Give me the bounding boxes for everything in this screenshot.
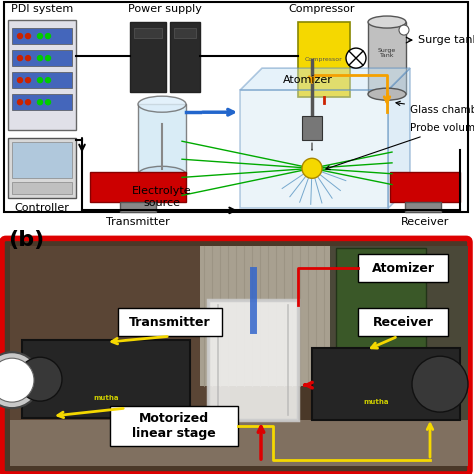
Text: mutha: mutha bbox=[93, 395, 119, 401]
Circle shape bbox=[18, 55, 22, 61]
Text: Controller: Controller bbox=[15, 203, 69, 213]
Bar bbox=[130, 22, 166, 92]
Bar bbox=[138, 104, 186, 174]
Bar bbox=[358, 255, 448, 283]
Circle shape bbox=[412, 356, 468, 412]
Text: Transmitter: Transmitter bbox=[129, 316, 211, 329]
Circle shape bbox=[26, 100, 30, 105]
Text: mutha: mutha bbox=[363, 399, 389, 405]
Text: (b): (b) bbox=[8, 230, 44, 250]
Text: Surge tank: Surge tank bbox=[418, 35, 474, 45]
Circle shape bbox=[46, 100, 51, 105]
Text: Receiver: Receiver bbox=[373, 316, 433, 329]
Text: Compressor: Compressor bbox=[305, 57, 343, 62]
Circle shape bbox=[302, 158, 322, 178]
Ellipse shape bbox=[368, 16, 406, 28]
Bar bbox=[12, 182, 72, 194]
Bar bbox=[8, 138, 76, 199]
Circle shape bbox=[26, 78, 30, 82]
Bar bbox=[12, 50, 72, 66]
Circle shape bbox=[0, 358, 34, 402]
Bar bbox=[22, 340, 190, 418]
Ellipse shape bbox=[138, 96, 186, 112]
Text: Surge
Tank: Surge Tank bbox=[378, 48, 396, 58]
Bar bbox=[174, 28, 196, 38]
Bar bbox=[358, 308, 448, 336]
Circle shape bbox=[18, 78, 22, 82]
Polygon shape bbox=[240, 68, 410, 90]
Circle shape bbox=[26, 55, 30, 61]
Bar bbox=[12, 72, 72, 88]
FancyBboxPatch shape bbox=[2, 238, 470, 474]
Circle shape bbox=[37, 100, 43, 105]
Bar bbox=[298, 22, 350, 97]
Circle shape bbox=[346, 48, 366, 68]
Text: Motorized
linear stage: Motorized linear stage bbox=[132, 412, 216, 440]
Bar bbox=[330, 246, 468, 466]
Text: Receiver: Receiver bbox=[401, 218, 449, 228]
Circle shape bbox=[18, 34, 22, 38]
Text: Probe volume: Probe volume bbox=[326, 123, 474, 170]
Bar bbox=[90, 173, 186, 202]
Bar bbox=[208, 301, 298, 420]
Circle shape bbox=[399, 25, 409, 35]
Bar bbox=[368, 22, 406, 94]
Bar bbox=[12, 94, 72, 110]
Bar bbox=[110, 406, 238, 446]
Bar bbox=[8, 20, 76, 130]
Text: Compressor: Compressor bbox=[289, 4, 355, 14]
Bar bbox=[12, 142, 72, 178]
Circle shape bbox=[37, 78, 43, 82]
Text: Glass chamber: Glass chamber bbox=[396, 101, 474, 115]
Bar bbox=[390, 173, 460, 202]
Text: PDI system: PDI system bbox=[11, 4, 73, 14]
Bar bbox=[336, 248, 426, 368]
Circle shape bbox=[18, 100, 22, 105]
Circle shape bbox=[37, 55, 43, 61]
Circle shape bbox=[46, 34, 51, 38]
Circle shape bbox=[26, 34, 30, 38]
Bar bbox=[10, 420, 468, 466]
Text: Power supply: Power supply bbox=[128, 4, 202, 14]
Bar bbox=[170, 22, 200, 92]
Bar bbox=[10, 246, 230, 466]
Polygon shape bbox=[388, 68, 410, 209]
Circle shape bbox=[37, 34, 43, 38]
Bar bbox=[134, 28, 162, 38]
Bar bbox=[312, 348, 460, 420]
Bar bbox=[118, 308, 222, 336]
Ellipse shape bbox=[368, 88, 406, 100]
Bar bbox=[240, 90, 388, 209]
Text: Electrolyte
source: Electrolyte source bbox=[132, 186, 192, 208]
Circle shape bbox=[18, 357, 62, 401]
Bar bbox=[120, 202, 156, 212]
Circle shape bbox=[46, 78, 51, 82]
Bar bbox=[12, 28, 72, 44]
Bar bbox=[405, 202, 441, 212]
Text: Atomizer: Atomizer bbox=[372, 262, 435, 275]
Circle shape bbox=[0, 352, 40, 408]
Text: Transmitter: Transmitter bbox=[106, 218, 170, 228]
Bar bbox=[302, 116, 322, 140]
Text: Atomizer: Atomizer bbox=[283, 75, 333, 85]
Ellipse shape bbox=[138, 166, 186, 182]
Circle shape bbox=[46, 55, 51, 61]
Bar bbox=[200, 246, 330, 386]
